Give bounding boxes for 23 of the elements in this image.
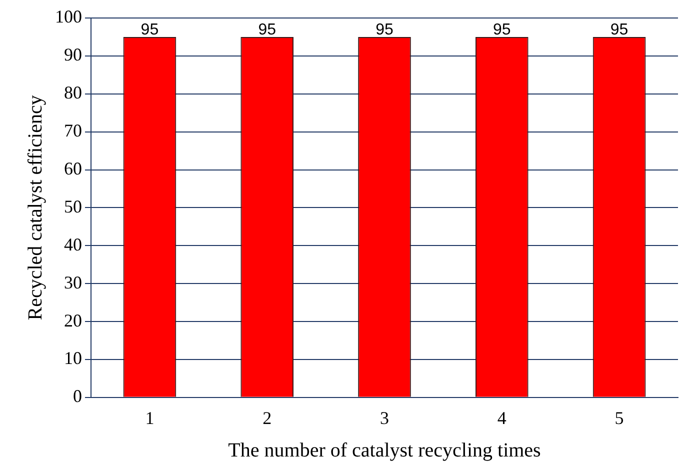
data-label: 95 bbox=[376, 21, 394, 38]
y-axis-title: Recycled catalyst efficiency bbox=[24, 95, 46, 320]
y-tick-label: 50 bbox=[64, 196, 82, 216]
y-tick-label: 100 bbox=[55, 6, 82, 27]
x-tick-label: 1 bbox=[145, 408, 154, 428]
y-tick-label: 40 bbox=[64, 234, 82, 254]
y-tick-label: 70 bbox=[64, 120, 82, 141]
x-tick-label: 5 bbox=[614, 408, 624, 428]
x-tick-label: 2 bbox=[262, 408, 272, 428]
y-tick-label: 80 bbox=[64, 82, 82, 103]
y-tick-label: 10 bbox=[64, 348, 82, 368]
y-tick-label: 90 bbox=[64, 44, 82, 65]
x-tick-label: 3 bbox=[380, 408, 389, 428]
data-label: 95 bbox=[258, 21, 276, 38]
y-tick-label: 20 bbox=[64, 310, 82, 330]
data-label: 95 bbox=[140, 21, 159, 38]
y-tick-label: 30 bbox=[64, 272, 82, 292]
y-tick-label: 60 bbox=[64, 158, 82, 178]
x-tick-label: 4 bbox=[497, 408, 506, 428]
x-axis-title: The number of catalyst recycling times bbox=[228, 439, 542, 462]
data-label: 95 bbox=[493, 21, 511, 38]
data-label: 95 bbox=[610, 21, 628, 38]
y-tick-label: 0 bbox=[73, 386, 82, 406]
